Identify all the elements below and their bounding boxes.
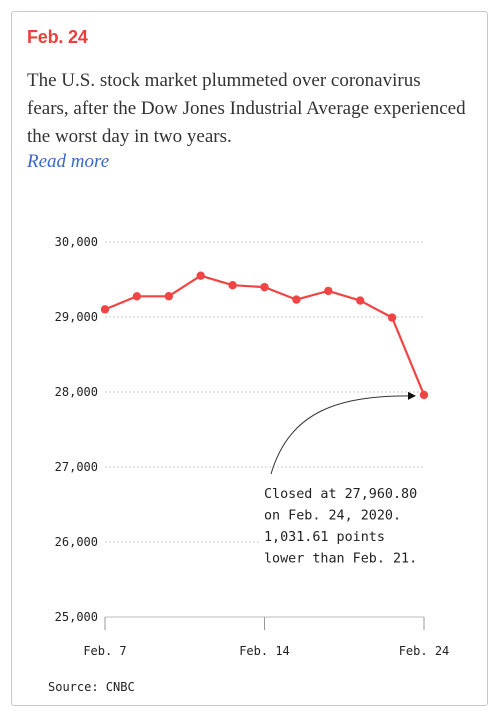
- data-point: [419, 390, 429, 400]
- data-point: [164, 292, 173, 301]
- x-tick-label: Feb. 7: [83, 644, 126, 658]
- y-tick-label: 26,000: [55, 535, 98, 549]
- read-more-link[interactable]: Read more: [27, 151, 110, 172]
- annotation-background: [259, 480, 445, 572]
- data-point: [228, 281, 237, 290]
- y-tick-label: 25,000: [55, 610, 98, 624]
- y-axis-ticks: 30,000 29,000 28,000 27,000 26,000 25,000: [55, 235, 98, 624]
- x-axis: Feb. 7 Feb. 14 Feb. 24: [83, 616, 450, 658]
- data-point: [292, 295, 301, 304]
- annotation-text-line: 1,031.61 points: [264, 530, 385, 545]
- annotation-text-line: on Feb. 24, 2020.: [264, 509, 401, 524]
- date-label: Feb. 24: [27, 27, 88, 47]
- data-point: [260, 282, 269, 292]
- y-tick-label: 28,000: [55, 385, 98, 399]
- y-tick-label: 29,000: [55, 310, 98, 324]
- data-point: [324, 286, 333, 296]
- series-layer: [100, 271, 429, 400]
- y-tick-label: 30,000: [55, 235, 98, 249]
- annotation-text-line: Closed at 27,960.80: [264, 487, 417, 502]
- annotation-arrow: [270, 391, 416, 475]
- x-tick-label: Feb. 14: [239, 644, 290, 658]
- data-point: [356, 296, 365, 305]
- source-text: Source: CNBC: [48, 680, 135, 694]
- data-point: [196, 271, 205, 280]
- data-point: [387, 313, 397, 322]
- y-tick-label: 27,000: [55, 460, 98, 474]
- annotation-layer: Closed at 27,960.80 on Feb. 24, 2020. 1,03…: [259, 391, 445, 572]
- description-text: The U.S. stock market plummeted over cor…: [27, 70, 466, 147]
- data-point: [100, 305, 110, 314]
- annotation-text-line: lower than Feb. 21.: [264, 552, 417, 567]
- x-tick-label: Feb. 24: [399, 644, 450, 658]
- series-line: [104, 274, 426, 396]
- data-point: [132, 292, 142, 301]
